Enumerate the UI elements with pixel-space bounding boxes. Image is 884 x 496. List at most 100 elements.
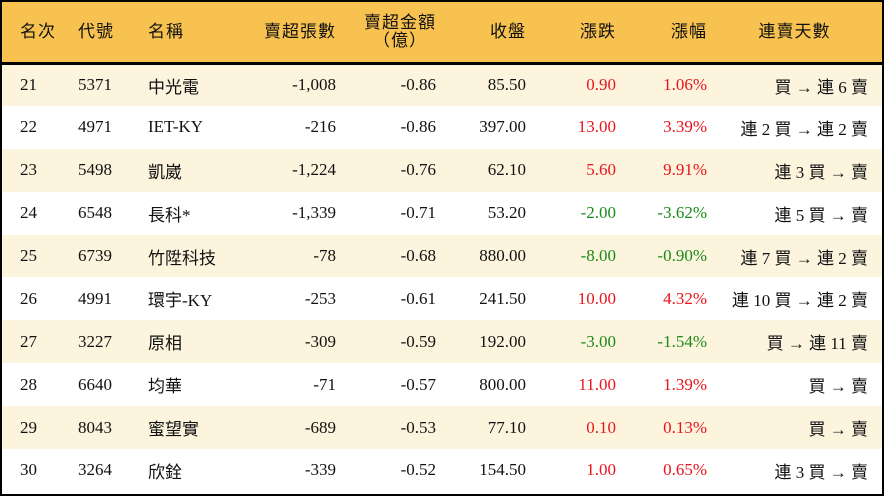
cell-sell-amount: -0.76 [400, 160, 436, 180]
cell-close: 800.00 [479, 374, 526, 394]
cell-code: 4991 [78, 288, 112, 308]
cell-change-pct: 0.65% [663, 460, 707, 480]
table-row: 27 3227 原相 -309 -0.59 192.00 -3.00 -1.54… [2, 320, 882, 364]
cell-sell-amount: -0.86 [400, 117, 436, 137]
table-row: 23 5498 凱崴 -1,224 -0.76 62.10 5.60 9.91%… [2, 148, 882, 192]
header-rank: 名次 [20, 22, 56, 42]
cell-change-pct: 9.91% [663, 160, 707, 180]
table-row: 25 6739 竹陞科技 -78 -0.68 880.00 -8.00 -0.9… [2, 234, 882, 278]
cell-sell-lots: -71 [313, 374, 336, 394]
header-streak: 連賣天數 [758, 22, 831, 42]
header-close: 收盤 [490, 22, 526, 42]
header-sell-amount-unit: （億） [373, 30, 427, 50]
cell-sell-lots: -689 [304, 417, 336, 437]
cell-rank: 27 [20, 331, 37, 351]
table-row: 28 6640 均華 -71 -0.57 800.00 11.00 1.39% … [2, 363, 882, 407]
cell-code: 6640 [78, 374, 112, 394]
cell-streak: 連 2 買 → 連 2 賣 [740, 119, 869, 139]
cell-rank: 21 [20, 75, 37, 95]
cell-change: 13.00 [577, 117, 616, 137]
cell-change-pct: 4.32% [663, 288, 707, 308]
cell-sell-lots: -309 [304, 331, 336, 351]
cell-streak: 連 10 買 → 連 2 賣 [732, 291, 868, 311]
cell-sell-amount: -0.59 [400, 331, 436, 351]
cell-rank: 26 [20, 288, 37, 308]
table-row: 30 3264 欣銓 -339 -0.52 154.50 1.00 0.65% … [2, 449, 882, 492]
cell-sell-amount: -0.71 [400, 203, 436, 223]
table-row: 26 4991 環宇-KY -253 -0.61 241.50 10.00 4.… [2, 277, 882, 321]
cell-sell-amount: -0.61 [400, 288, 436, 308]
cell-change: 10.00 [577, 288, 616, 308]
cell-code: 3264 [78, 460, 112, 480]
table-header-row: 名次 代號 名稱 賣超張數 賣超金額 （億） 收盤 漲跌 漲幅 連賣天數 [2, 2, 882, 63]
cell-rank: 23 [20, 160, 37, 180]
cell-sell-lots: -1,224 [292, 160, 336, 180]
cell-change-pct: -1.54% [657, 331, 707, 351]
cell-streak: 買 → 賣 [808, 420, 869, 440]
table-row: 21 5371 中光電 -1,008 -0.86 85.50 0.90 1.06… [2, 63, 882, 106]
header-sell-amount: 賣超金額 （億） [336, 2, 436, 63]
cell-rank: 24 [20, 203, 37, 223]
cell-sell-amount: -0.57 [400, 374, 436, 394]
cell-close: 880.00 [479, 246, 526, 265]
cell-sell-amount: -0.52 [400, 460, 436, 480]
cell-change: 1.00 [586, 460, 616, 480]
cell-close: 85.50 [487, 75, 526, 95]
cell-name: 長科* [148, 205, 191, 225]
cell-rank: 22 [20, 117, 37, 137]
cell-change: -8.00 [580, 246, 616, 265]
cell-change-pct: 1.39% [663, 374, 707, 394]
cell-code: 5371 [78, 75, 112, 95]
header-code: 代號 [78, 22, 114, 42]
cell-close: 241.50 [479, 288, 526, 308]
cell-sell-lots: -1,008 [292, 75, 336, 95]
cell-streak: 連 7 買 → 連 2 賣 [740, 248, 869, 268]
header-change: 漲跌 [580, 22, 616, 42]
cell-change-pct: -0.90% [657, 246, 707, 265]
cell-sell-amount: -0.86 [400, 75, 436, 95]
cell-code: 3227 [78, 331, 112, 351]
cell-change: 0.10 [586, 417, 616, 437]
table-row: 22 4971 IET-KY -216 -0.86 397.00 13.00 3… [2, 105, 882, 149]
cell-close: 53.20 [487, 203, 526, 223]
cell-change-pct: 3.39% [663, 117, 707, 137]
cell-name: 蜜望實 [148, 420, 199, 440]
cell-change: -3.00 [580, 331, 616, 351]
cell-close: 154.50 [479, 460, 526, 480]
cell-name: 凱崴 [148, 162, 182, 182]
cell-sell-lots: -339 [304, 460, 336, 480]
cell-close: 77.10 [487, 417, 526, 437]
cell-close: 397.00 [479, 117, 526, 137]
header-name: 名稱 [148, 22, 184, 42]
cell-streak: 連 3 買 → 賣 [774, 462, 869, 482]
cell-rank: 28 [20, 374, 37, 394]
cell-sell-amount: -0.68 [400, 246, 436, 265]
cell-change: 5.60 [586, 160, 616, 180]
cell-streak: 買 → 賣 [808, 377, 869, 397]
cell-code: 6739 [78, 246, 112, 265]
cell-sell-lots: -253 [304, 288, 336, 308]
header-sell-amount-label: 賣超金額 [364, 12, 436, 32]
cell-code: 4971 [78, 117, 112, 137]
cell-rank: 25 [20, 246, 37, 265]
cell-sell-amount: -0.53 [400, 417, 436, 437]
cell-name: IET-KY [148, 117, 204, 137]
cell-streak: 連 5 買 → 賣 [774, 205, 869, 225]
cell-name: 中光電 [148, 77, 199, 97]
cell-sell-lots: -1,339 [292, 203, 336, 223]
cell-rank: 30 [20, 460, 37, 480]
cell-streak: 買 → 連 11 賣 [766, 334, 868, 354]
cell-sell-lots: -78 [313, 246, 336, 265]
cell-close: 62.10 [487, 160, 526, 180]
cell-change-pct: -3.62% [657, 203, 707, 223]
cell-code: 8043 [78, 417, 112, 437]
header-sell-lots: 賣超張數 [264, 22, 336, 42]
cell-close: 192.00 [479, 331, 526, 351]
cell-change: 11.00 [578, 374, 616, 394]
table-row: 29 8043 蜜望實 -689 -0.53 77.10 0.10 0.13% … [2, 406, 882, 450]
cell-change-pct: 1.06% [663, 75, 707, 95]
cell-change: 0.90 [586, 75, 616, 95]
cell-streak: 連 3 買 → 賣 [774, 162, 869, 182]
